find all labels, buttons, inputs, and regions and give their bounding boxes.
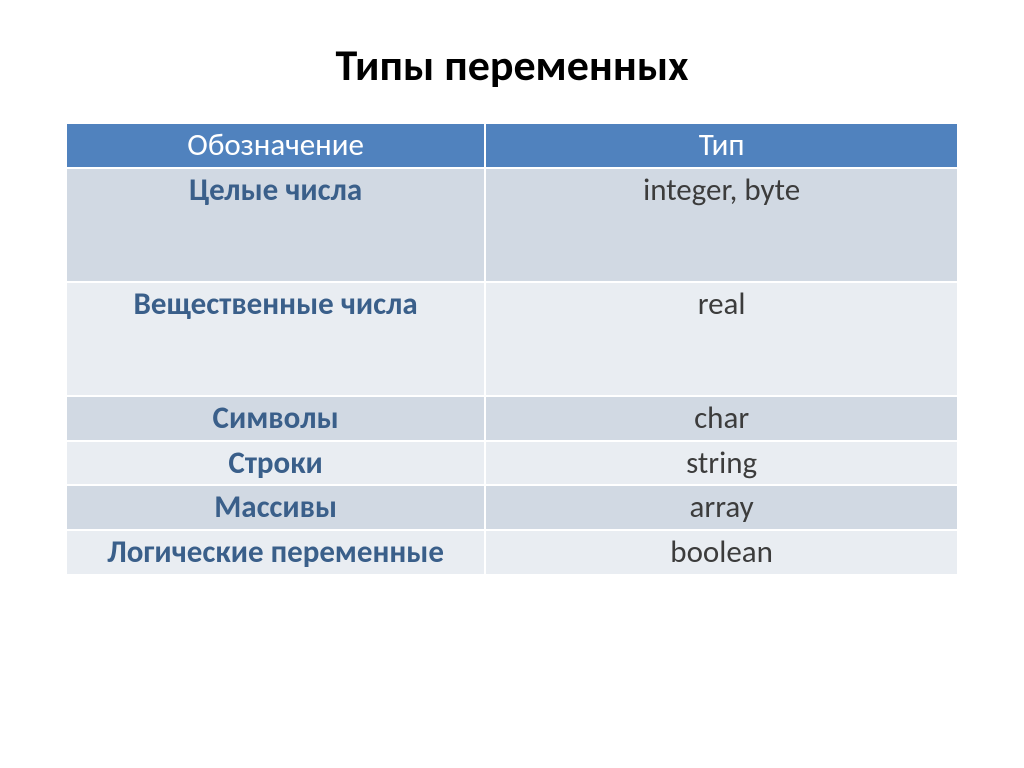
row-value: boolean	[485, 530, 958, 575]
row-value: real	[485, 282, 958, 396]
row-label: Вещественные числа	[66, 282, 485, 396]
row-label: Массивы	[66, 485, 485, 530]
table-row: Вещественные числаreal	[66, 282, 958, 396]
col-header-type: Тип	[485, 123, 958, 168]
table-row: Массивыarray	[66, 485, 958, 530]
row-value: string	[485, 441, 958, 486]
table-row: Целые числаinteger, byte	[66, 168, 958, 282]
table-body: Целые числаinteger, byteВещественные чис…	[66, 168, 958, 575]
row-label: Логические переменные	[66, 530, 485, 575]
row-label: Строки	[66, 441, 485, 486]
row-value: integer, byte	[485, 168, 958, 282]
slide: Типы переменных Обозначение Тип Целые чи…	[0, 0, 1024, 768]
row-value: char	[485, 396, 958, 441]
types-table: Обозначение Тип Целые числаinteger, byte…	[65, 122, 959, 576]
table-row: Логические переменныеboolean	[66, 530, 958, 575]
table-header-row: Обозначение Тип	[66, 123, 958, 168]
slide-title: Типы переменных	[0, 0, 1024, 122]
row-label: Символы	[66, 396, 485, 441]
table-row: Символыchar	[66, 396, 958, 441]
table-row: Строкиstring	[66, 441, 958, 486]
col-header-designation: Обозначение	[66, 123, 485, 168]
row-label: Целые числа	[66, 168, 485, 282]
row-value: array	[485, 485, 958, 530]
